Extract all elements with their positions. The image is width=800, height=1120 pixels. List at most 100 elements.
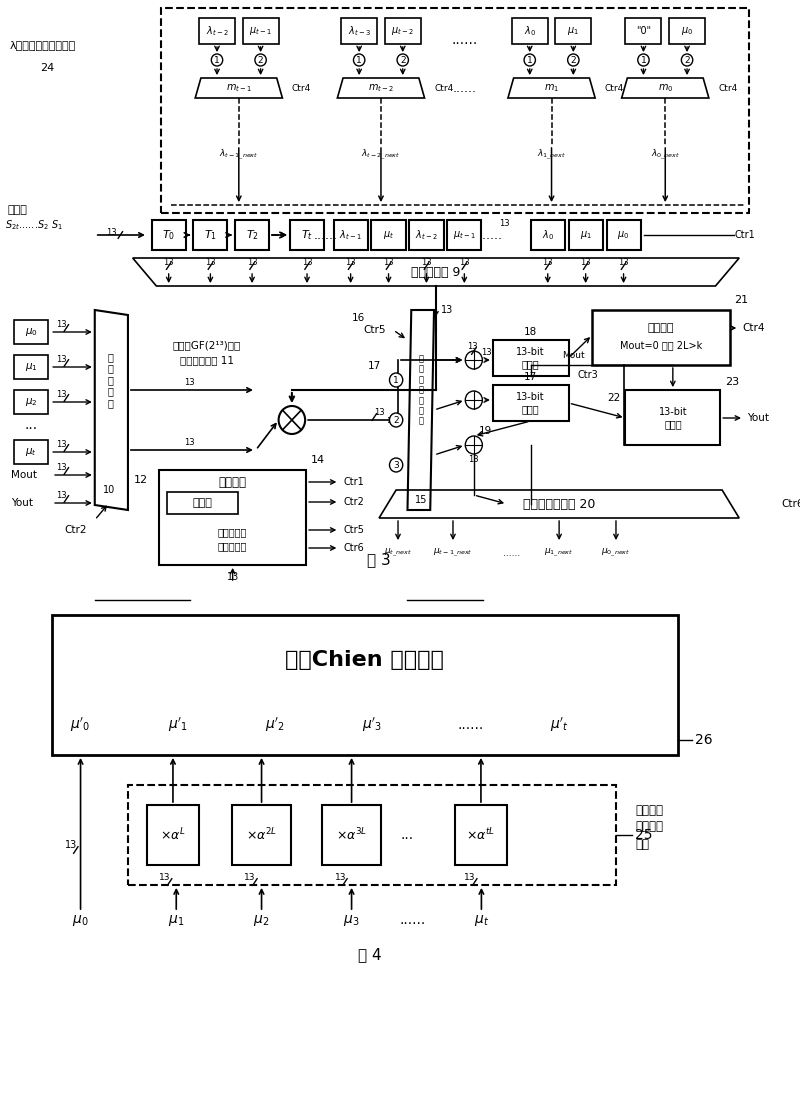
Text: ...: ... [25,418,38,432]
Text: 13: 13 [184,377,195,386]
Text: 1: 1 [527,56,533,65]
Text: 模块: 模块 [635,839,649,851]
Bar [410,220,443,250]
Text: 2: 2 [258,56,263,65]
Text: 13: 13 [383,258,394,267]
Text: Ctr4: Ctr4 [434,84,454,93]
Circle shape [390,413,402,427]
Text: $T_1$: $T_1$ [204,228,217,242]
Text: 13: 13 [65,840,77,850]
Text: 图 4: 图 4 [358,948,382,962]
Text: Ctr5: Ctr5 [363,325,386,335]
Text: $S_{2t}$......$S_2$ $S_1$: $S_{2t}$......$S_2$ $S_1$ [5,218,62,232]
Text: $\lambda_{t-1}$: $\lambda_{t-1}$ [339,228,362,242]
Text: Ctr6: Ctr6 [344,543,365,553]
Text: $\mu_2$: $\mu_2$ [25,396,38,408]
Text: 13-bit
寄存器: 13-bit 寄存器 [658,408,687,429]
Text: $\mu_3$: $\mu_3$ [343,913,360,927]
Bar [322,805,381,865]
Text: Ctr4: Ctr4 [292,84,311,93]
Text: $\mu_{1}$: $\mu_{1}$ [567,25,579,37]
Text: $\mu'_0$: $\mu'_0$ [70,716,90,734]
Circle shape [390,458,402,472]
Text: 13: 13 [346,258,356,267]
Text: 13: 13 [542,258,553,267]
Text: 校正子: 校正子 [7,205,27,215]
Text: 13: 13 [302,258,312,267]
Text: $\lambda_{t-3}$: $\lambda_{t-3}$ [348,25,370,38]
Text: $\lambda_{0\_next}$: $\lambda_{0\_next}$ [650,148,680,162]
Text: $T_0$: $T_0$ [162,228,175,242]
Text: ......: ...... [314,228,338,242]
Text: 13: 13 [163,258,174,267]
Text: 25: 25 [635,828,653,842]
Text: ......: ...... [451,32,478,47]
Text: 13: 13 [499,218,510,227]
Text: Ctr3: Ctr3 [577,370,598,380]
Text: Ctr4: Ctr4 [605,84,624,93]
Text: 有限域GF(2¹³)上的: 有限域GF(2¹³)上的 [173,340,241,351]
Bar [493,340,569,376]
Bar [147,805,199,865]
Text: $\mu_{0}$: $\mu_{0}$ [681,25,693,37]
Text: $\mu_t$: $\mu_t$ [383,228,394,241]
Text: $\mu'_1$: $\mu'_1$ [168,716,188,734]
Bar [199,18,235,44]
Text: 2: 2 [570,56,576,65]
Bar [447,220,482,250]
Text: Mout=0 或者 2L>k: Mout=0 或者 2L>k [620,340,702,351]
Text: $\mu'_t$: $\mu'_t$ [550,716,569,734]
Text: 各选通单元: 各选通单元 [218,528,247,536]
Text: 13: 13 [618,258,629,267]
Text: $\times\alpha^{tL}$: $\times\alpha^{tL}$ [466,827,495,843]
Text: $\lambda_{t-1\_next}$: $\lambda_{t-1\_next}$ [219,148,258,162]
Text: "0": "0" [636,26,651,36]
Text: $\mu_1$: $\mu_1$ [168,913,184,927]
Text: $\mu_2$: $\mu_2$ [254,913,270,927]
Text: 13: 13 [459,258,470,267]
Text: $\times\alpha^{2L}$: $\times\alpha^{2L}$ [246,827,277,843]
Text: 判断是否: 判断是否 [648,323,674,333]
Text: 多路选通器 9: 多路选通器 9 [411,265,461,279]
Bar [232,805,291,865]
Bar [52,615,678,755]
Text: $\mu_{t-1}$: $\mu_{t-1}$ [453,228,476,241]
Text: $\lambda_{t-2\_next}$: $\lambda_{t-2\_next}$ [362,148,401,162]
Text: 17: 17 [524,372,538,382]
Text: 13: 13 [374,408,384,417]
Text: $\mu_1$: $\mu_1$ [580,228,592,241]
Bar [669,18,705,44]
Text: 路
径
选
择
器
区
域: 路 径 选 择 器 区 域 [418,354,423,426]
Text: Yout: Yout [746,413,769,423]
Text: Ctr4: Ctr4 [718,84,738,93]
Text: 18: 18 [524,327,538,337]
Text: ......: ...... [452,82,476,94]
Circle shape [211,54,222,66]
Text: 3: 3 [394,460,399,469]
Bar [194,220,227,250]
Bar [14,320,48,344]
Text: $\lambda_{0}$: $\lambda_{0}$ [524,25,536,38]
Text: 13: 13 [245,872,256,881]
Bar [242,18,278,44]
Text: 13: 13 [106,227,117,236]
Text: 13: 13 [469,455,479,464]
Text: 2: 2 [394,416,399,424]
Circle shape [390,373,402,388]
Text: 2: 2 [400,56,406,65]
Bar [569,220,602,250]
Text: $T_2$: $T_2$ [246,228,258,242]
Text: Ctr5: Ctr5 [344,525,365,535]
Circle shape [682,54,693,66]
Text: 12: 12 [134,475,148,485]
Text: 控制单元: 控制单元 [218,476,246,488]
Circle shape [638,54,649,66]
Text: $\mu_t$: $\mu_t$ [26,446,37,458]
Text: 图 3: 图 3 [367,552,391,568]
Circle shape [397,54,409,66]
Bar [152,220,186,250]
Text: 13: 13 [481,347,491,356]
Text: 1: 1 [641,56,646,65]
Text: 15: 15 [414,495,427,505]
Bar [626,18,662,44]
